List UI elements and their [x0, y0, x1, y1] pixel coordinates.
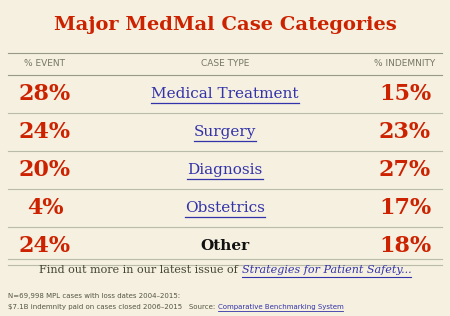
Text: Other: Other — [200, 239, 250, 253]
Text: Diagnosis: Diagnosis — [187, 163, 263, 177]
Text: 17%: 17% — [379, 197, 431, 219]
Text: 4%: 4% — [27, 197, 63, 219]
Text: 24%: 24% — [19, 121, 71, 143]
Text: Major MedMal Case Categories: Major MedMal Case Categories — [54, 16, 396, 34]
Text: 23%: 23% — [379, 121, 431, 143]
Text: CASE TYPE: CASE TYPE — [201, 59, 249, 69]
Text: 27%: 27% — [379, 159, 431, 181]
Text: 28%: 28% — [19, 83, 71, 105]
Text: % INDEMNITY: % INDEMNITY — [374, 59, 436, 69]
Text: Strategies for Patient Safety...: Strategies for Patient Safety... — [242, 265, 411, 275]
Text: 24%: 24% — [19, 235, 71, 257]
Text: N=69,998 MPL cases with loss dates 2004–2015:: N=69,998 MPL cases with loss dates 2004–… — [8, 293, 180, 299]
Text: Find out more in our latest issue of: Find out more in our latest issue of — [39, 265, 242, 275]
Text: 20%: 20% — [19, 159, 71, 181]
Text: Comparative Benchmarking System: Comparative Benchmarking System — [217, 304, 343, 310]
Text: Obstetrics: Obstetrics — [185, 201, 265, 215]
Text: $7.1B indemnity paid on cases closed 2006–2015   Source:: $7.1B indemnity paid on cases closed 200… — [8, 304, 217, 310]
Text: Medical Treatment: Medical Treatment — [151, 87, 299, 101]
Text: % EVENT: % EVENT — [24, 59, 66, 69]
Text: 18%: 18% — [379, 235, 431, 257]
Text: Surgery: Surgery — [194, 125, 256, 139]
Text: 15%: 15% — [379, 83, 431, 105]
